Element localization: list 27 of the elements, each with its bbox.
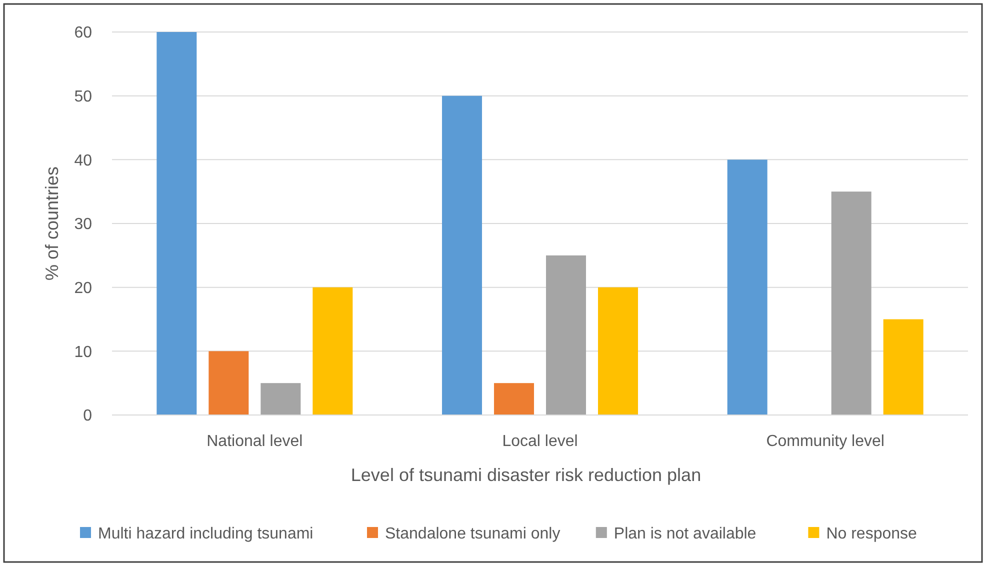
bar (727, 160, 768, 415)
x-axis-title: Level of tsunami disaster risk reduction plan (350, 465, 702, 485)
x-tick-label: Local level (502, 433, 578, 450)
bar (442, 96, 482, 415)
bar (260, 383, 301, 415)
legend-label: No response (826, 526, 918, 543)
bar (312, 287, 353, 415)
bar (208, 351, 249, 415)
y-tick-label: 0 (83, 408, 92, 425)
y-tick-label: 30 (74, 216, 92, 234)
x-tick-label: Community level (766, 433, 884, 450)
y-tick-label: 10 (74, 344, 92, 361)
y-axis-title: % of countries (42, 166, 62, 281)
legend-label: Plan is not available (614, 526, 756, 543)
y-tick-label: 40 (74, 152, 92, 170)
bar (831, 192, 872, 415)
y-tick-label: 50 (74, 88, 92, 106)
bar (546, 255, 586, 415)
x-tick-label: National level (206, 433, 303, 450)
bar (494, 383, 534, 415)
y-tick-label: 20 (74, 280, 92, 297)
legend-label: Multi hazard including tsunami (98, 526, 314, 543)
bar (883, 319, 924, 415)
y-tick-label: 60 (74, 24, 92, 42)
legend-label: Standalone tsunami only (385, 526, 560, 543)
bar (598, 287, 638, 415)
bar (156, 32, 197, 415)
